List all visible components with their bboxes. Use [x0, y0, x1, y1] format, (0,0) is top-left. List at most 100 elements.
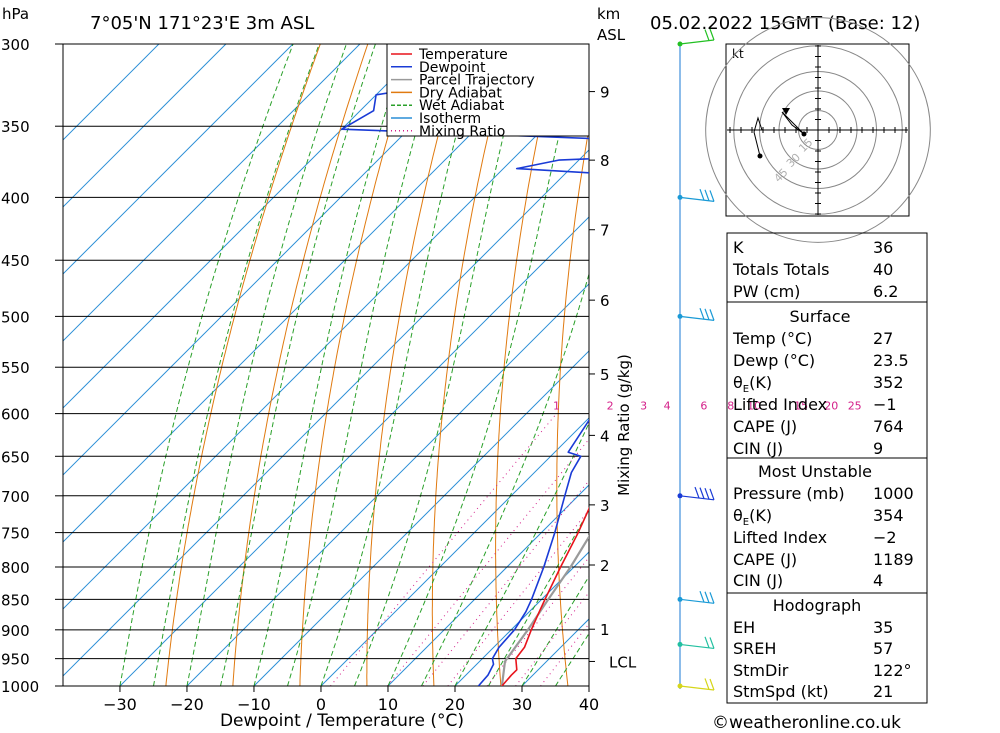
pressure-tick-label: 600 — [1, 406, 30, 424]
temperature-axis: −30 −20 −10 0 10 20 30 40 — [103, 686, 599, 714]
dry-adiabat-line — [937, 44, 1000, 712]
run-time-label: 05.02.2022 15GMT (Base: 12) — [650, 13, 920, 34]
wind-barb-flag — [704, 29, 710, 41]
km-unit-label: km — [597, 5, 620, 23]
isotherm-line — [454, 551, 589, 686]
mixing-ratio-label: 6 — [700, 400, 707, 413]
hodo-stats-title: Hodograph — [773, 596, 862, 615]
mu-pressure-value: 1000 — [873, 484, 914, 503]
temperature-tick-label: −10 — [237, 695, 271, 714]
mixing-ratio-lines — [330, 413, 589, 686]
dry-adiabat-line — [232, 44, 369, 686]
mixing-ratio-line — [422, 479, 589, 686]
pressure-tick-label: 300 — [1, 36, 30, 54]
mu-theta-value: 354 — [873, 506, 904, 525]
mu-cape-value: 1189 — [873, 550, 914, 569]
pressure-tick-label: 1000 — [1, 678, 39, 696]
surface-li-value: −1 — [873, 395, 897, 414]
surface-table: Surface Temp (°C) 27 Dewp (°C) 23.5 θE(K… — [726, 301, 928, 459]
mixing-ratio-label: 8 — [727, 400, 734, 413]
temperature-line — [501, 506, 589, 686]
isotherm-line — [320, 417, 589, 686]
profile-series — [340, 60, 589, 686]
surface-cin-value: 9 — [873, 439, 883, 458]
location-title: 7°05'N 171°23'E 3m ASL — [90, 13, 314, 34]
wet-adiabat-line — [387, 44, 581, 686]
pressure-tick-label: 400 — [1, 189, 30, 207]
surface-cape-value: 764 — [873, 417, 904, 436]
indices-table: K 36 Totals Totals 40 PW (cm) 6.2 — [726, 232, 928, 303]
wind-barb-flag — [709, 28, 715, 41]
sreh-value: 57 — [873, 639, 893, 658]
wind-barb-flag — [709, 488, 715, 501]
mixing-ratio-axis-title: Mixing Ratio (g/kg) — [615, 354, 633, 496]
hodograph-storm-marker — [782, 108, 790, 115]
temperature-tick-label: 10 — [378, 695, 398, 714]
isotherm-line — [63, 44, 294, 275]
temperature-tick-label: 40 — [579, 695, 599, 714]
legend-label: Temperature — [418, 47, 508, 63]
wind-barb-flag — [699, 487, 705, 499]
hodograph-point — [757, 153, 763, 159]
mixing-ratio-line — [486, 556, 589, 686]
height-tick-label: 4 — [600, 427, 610, 445]
pressure-tick-label: 750 — [1, 525, 30, 543]
credit-text: ©weatheronline.co.uk — [712, 713, 901, 733]
pressure-tick-label: 450 — [1, 252, 30, 270]
isotherm-line — [387, 484, 589, 686]
height-tick-label: 8 — [600, 152, 610, 170]
wind-barb-flag — [699, 308, 705, 320]
height-axis: 9 8 7 6 5 4 3 2 1 LCL — [589, 84, 637, 671]
eh-value: 35 — [873, 618, 893, 637]
wet-adiabat-line — [454, 421, 589, 686]
wind-barb-flag — [704, 591, 710, 603]
legend-box — [386, 43, 590, 137]
x-axis-title: Dewpoint / Temperature (°C) — [220, 711, 464, 731]
mu-cin-value: 4 — [873, 571, 883, 590]
pressure-axis: 300 350 400 450 500 550 600 650 700 750 800 850 900 9… — [1, 36, 63, 696]
legend-label: Isotherm — [419, 111, 481, 127]
legend-label: Wet Adiabat — [419, 98, 505, 114]
surface-cape-label: CAPE (J) — [733, 417, 797, 436]
totals-label: Totals Totals — [732, 260, 830, 279]
mu-li-value: −2 — [873, 528, 897, 547]
stmspd-label: StmSpd (kt) — [733, 682, 829, 701]
wet-adiabat-line — [119, 44, 294, 686]
wind-barb-flag — [709, 637, 715, 649]
wind-barb-flag — [704, 308, 710, 321]
hodograph-trace — [753, 116, 763, 157]
isotherm-line — [63, 44, 227, 208]
wind-barbs — [677, 28, 715, 691]
surface-theta-label: θE(K) — [733, 373, 772, 395]
isotherm-line — [63, 44, 361, 342]
dry-adiabat-line — [495, 44, 559, 686]
surface-dewp-label: Dewp (°C) — [733, 351, 815, 370]
pw-label: PW (cm) — [733, 282, 800, 301]
stmdir-label: StmDir — [733, 661, 789, 680]
height-tick-label: 9 — [600, 84, 610, 102]
mixing-ratio-label: 15 — [794, 400, 808, 413]
k-index-value: 36 — [873, 238, 893, 257]
isotherm-line — [63, 82, 589, 610]
wet-adiabat-line — [287, 44, 442, 686]
dry-adiabat-line — [556, 125, 589, 686]
wind-barb-shaft — [679, 39, 715, 45]
mu-title: Most Unstable — [758, 462, 872, 481]
wind-barb-flag — [709, 309, 715, 321]
stmspd-value: 21 — [873, 682, 893, 701]
pressure-tick-label: 700 — [1, 488, 30, 506]
legend-label: Dewpoint — [419, 60, 486, 76]
pressure-tick-label: 900 — [1, 622, 30, 640]
mixing-ratio-label: 3 — [640, 400, 647, 413]
pressure-tick-label: 550 — [1, 359, 30, 377]
legend-label: Mixing Ratio — [419, 124, 505, 140]
dry-adiabat-line — [674, 44, 707, 712]
hodograph-trace — [781, 111, 805, 135]
dry-adiabat-line — [431, 44, 511, 686]
mixing-ratio-label: 4 — [664, 400, 671, 413]
dewpoint-line — [340, 60, 589, 686]
mu-li-label: Lifted Index — [733, 528, 827, 547]
pressure-tick-label: 800 — [1, 559, 30, 577]
